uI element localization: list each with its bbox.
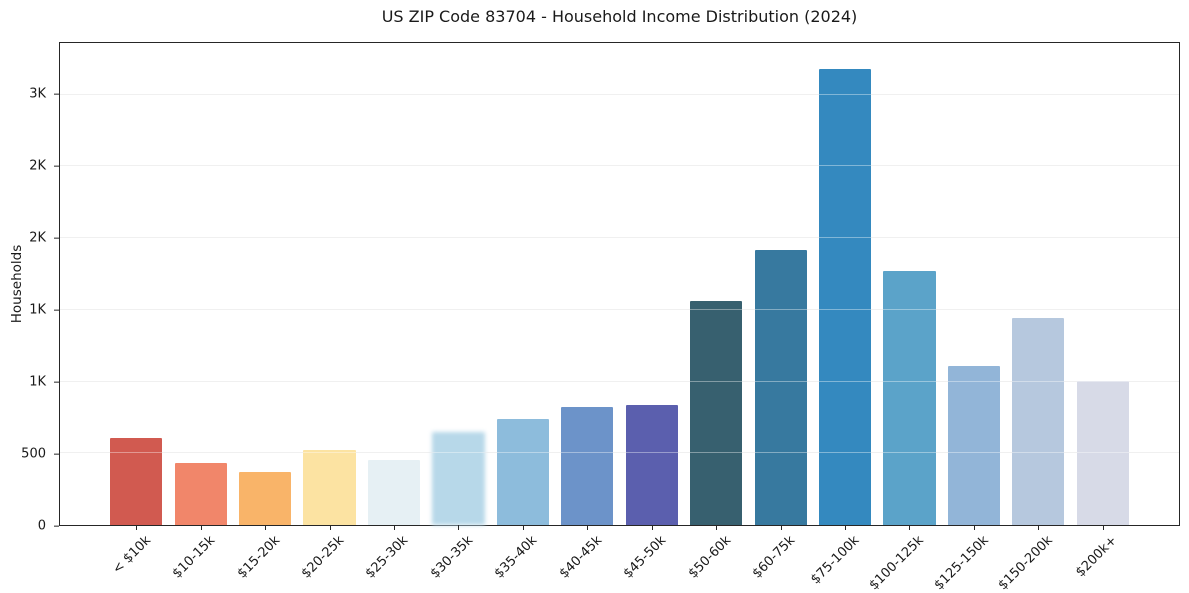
x-tick-label: $20-25k [298, 533, 348, 582]
x-tick-label: $150-200k [995, 533, 1056, 593]
x-tick-label: $50-60k [685, 533, 734, 582]
x-tick-mark [587, 525, 589, 530]
x-tick-mark [458, 525, 460, 530]
chart-title: US ZIP Code 83704 - Household Income Dis… [381, 7, 858, 26]
y-tick-mark [54, 237, 59, 239]
x-tick-label: $10-15k [169, 533, 219, 582]
y-tick-mark [54, 381, 59, 383]
bar [818, 68, 872, 525]
bar [1012, 318, 1065, 525]
bar-slot: $50-60k [684, 43, 748, 581]
x-tick-mark [1038, 525, 1040, 530]
gridline [60, 237, 1179, 239]
bar-slot: $45-50k [620, 43, 684, 581]
y-tick-mark [54, 165, 59, 167]
x-tick-mark [716, 525, 718, 530]
bar [754, 250, 807, 525]
bar [367, 460, 421, 525]
y-axis: 0 500 1K 1K 2K 2K 3K [0, 42, 59, 534]
y-tick-mark [54, 525, 59, 527]
bar [303, 450, 356, 525]
x-tick-mark [393, 525, 395, 530]
bar [883, 271, 936, 525]
gridline-overlay [60, 93, 1179, 95]
bar-slot: $40-45k [555, 43, 619, 581]
bar [239, 471, 292, 525]
bar-slot: $60-75k [748, 43, 812, 581]
bar-slot: $100-125k [867, 43, 941, 593]
y-tick-label: 2K [29, 158, 46, 174]
x-tick-label: $200k+ [1073, 533, 1121, 581]
x-tick-label: $30-35k [427, 533, 477, 582]
bars-row: < $10k $10-15k $15-20k $20-25k $25-30k $30-35… [60, 43, 1179, 593]
gridline-overlay [60, 165, 1179, 167]
bar [496, 418, 549, 525]
gridline [60, 452, 1179, 454]
bar [561, 407, 614, 525]
bar-slot: $10-15k [168, 43, 232, 581]
gridline-overlay [60, 380, 1179, 382]
bar [110, 438, 163, 525]
x-tick-mark [265, 525, 267, 530]
x-tick-label: < $10k [109, 533, 154, 578]
x-tick-mark [200, 525, 202, 530]
gridline [60, 93, 1179, 95]
y-tick-label: 1K [29, 302, 46, 318]
gridline-overlay [60, 308, 1179, 310]
bar-slot: $150-200k [996, 43, 1070, 593]
x-tick-mark [845, 525, 847, 530]
y-tick-label: 500 [21, 446, 46, 462]
x-tick-mark [136, 525, 138, 530]
x-tick-mark [522, 525, 524, 530]
gridline [60, 308, 1179, 310]
bar-slot: $200k+ [1071, 43, 1135, 580]
x-tick-label: $60-75k [749, 533, 799, 582]
bar-slot: $125-150k [931, 43, 1006, 593]
bar-slot: < $10k [104, 43, 168, 577]
gridline-overlay [60, 452, 1179, 454]
x-tick-mark [909, 525, 911, 530]
gridline [60, 165, 1179, 167]
bar-slot: $75-100k [808, 43, 877, 587]
x-tick-label: $75-100k [808, 533, 863, 588]
x-tick-mark [329, 525, 331, 530]
bar-slot: $35-40k [491, 43, 555, 581]
y-tick-mark [54, 93, 59, 95]
y-tick-label: 0 [37, 518, 46, 534]
x-tick-label: $40-45k [556, 533, 605, 582]
x-tick-label: $35-40k [491, 533, 541, 582]
x-tick-label: $25-30k [363, 533, 412, 582]
y-tick-label: 1K [29, 374, 46, 390]
bar [432, 431, 485, 525]
bar-slot: $25-30k [362, 43, 426, 581]
bar [1076, 380, 1129, 525]
bar-slot: $30-35k [426, 43, 490, 581]
gridline [60, 380, 1179, 382]
bar [625, 405, 678, 525]
x-tick-mark [651, 525, 653, 530]
bar-slot: $15-20k [233, 43, 297, 581]
bar [947, 365, 1000, 525]
bar [174, 462, 227, 525]
x-tick-mark [1102, 525, 1104, 530]
y-tick-mark [54, 309, 59, 311]
y-tick-mark [54, 453, 59, 455]
plot-area: < $10k $10-15k $15-20k $20-25k $25-30k $30-35… [59, 42, 1180, 593]
bar-slot: $20-25k [297, 43, 361, 581]
x-tick-label: $15-20k [234, 533, 283, 582]
x-tick-mark [973, 525, 975, 530]
x-tick-label: $125-150k [931, 533, 992, 593]
x-tick-label: $45-50k [620, 533, 670, 582]
y-tick-label: 2K [29, 230, 46, 246]
x-tick-mark [780, 525, 782, 530]
y-tick-label: 3K [29, 86, 46, 102]
x-tick-label: $100-125k [866, 533, 928, 593]
bar [690, 301, 743, 525]
gridline-overlay [60, 237, 1179, 239]
